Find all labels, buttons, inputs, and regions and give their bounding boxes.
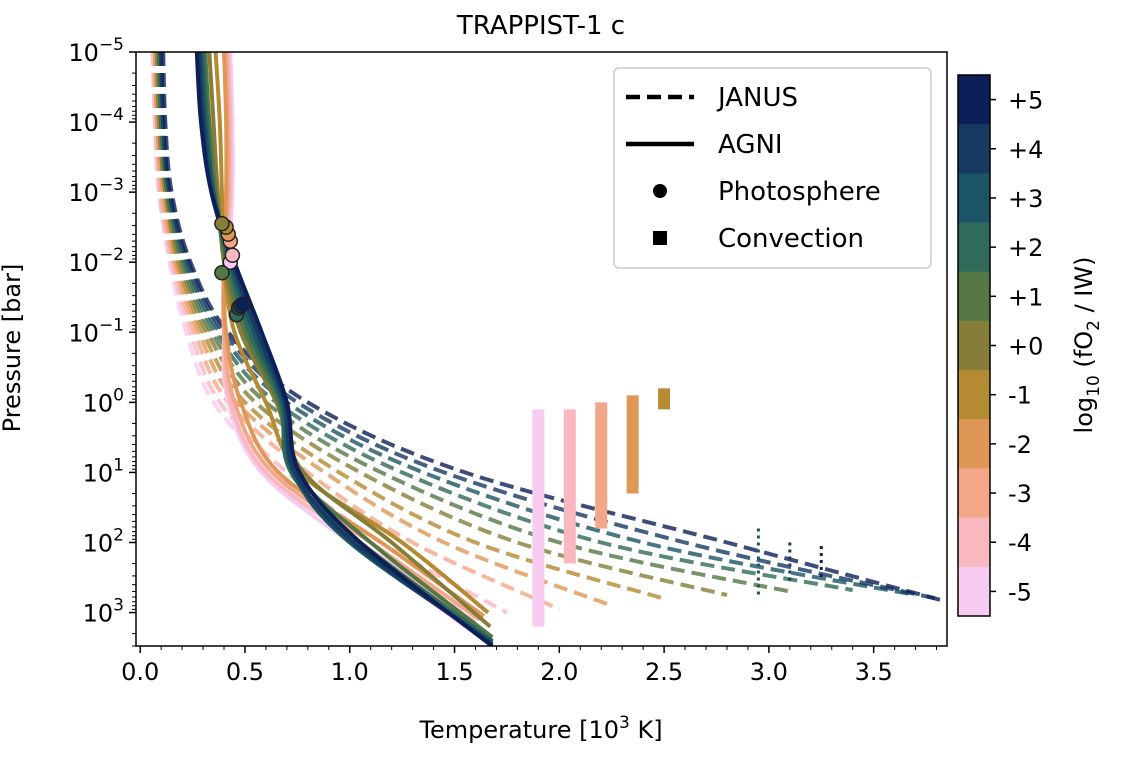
colorbar-frame: [957, 74, 991, 617]
x-axis: 0.0 0.5 1.0 1.5 2.0 2.5 3.0 3.5: [121, 646, 938, 686]
colorbar-segment: [958, 75, 990, 125]
colorbar-tick-label: +4: [1008, 136, 1043, 164]
colorbar-segment: [958, 566, 990, 617]
plot-area: [135, 51, 948, 647]
colorbar-label: log10 (fO2 / IW): [1070, 257, 1104, 434]
y-tick-label: 100: [83, 385, 124, 417]
agni-line-fo2-5: [194, 52, 494, 646]
x-tick-label: 3.0: [750, 658, 788, 686]
x-axis-title: Temperature [103 K]: [418, 713, 662, 744]
colorbar-segment: [958, 370, 990, 420]
y-axis-title: Pressure [bar]: [0, 264, 26, 433]
colorbar-tick-label: +0: [1008, 333, 1043, 361]
colorbar-segment: [958, 222, 990, 273]
colorbar-segment: [958, 124, 990, 174]
chart-title: TRAPPIST-1 c: [456, 11, 625, 41]
colorbar-segment: [958, 320, 990, 371]
colorbar: +5 +4 +3 +2 +1 +0 -1 -2 -3 -4 -5 log10 (fO2 / IW): [957, 74, 1104, 617]
y-tick-label: 102: [83, 525, 124, 557]
y-tick-label: 103: [83, 596, 124, 628]
x-tick-label: 0.0: [121, 658, 159, 686]
colorbar-segment: [958, 173, 990, 224]
colorbar-tick-label: -5: [1008, 578, 1032, 606]
y-tick-label: 10−2: [68, 245, 124, 277]
x-tick-label: 1.0: [331, 658, 369, 686]
legend-handle-circle: [653, 184, 667, 198]
x-tick-label: 2.0: [540, 658, 578, 686]
plot-content: [150, 52, 942, 646]
agni-line-fo2--1: [213, 52, 490, 615]
plot-frame: [135, 51, 948, 647]
janus-line-fo2-4: [159, 52, 937, 601]
photosphere-point-fo2-5: [235, 296, 251, 313]
y-tick-label: 101: [83, 455, 124, 487]
colorbar-tick-label: +2: [1008, 234, 1043, 262]
legend-label: JANUS: [716, 83, 798, 113]
agni-line-fo2--2: [221, 52, 486, 618]
colorbar-tick-label: -3: [1008, 480, 1032, 508]
colorbar-tick-label: -4: [1008, 529, 1032, 557]
colorbar-tick-label: +1: [1008, 283, 1043, 311]
x-tick-label: 2.5: [645, 658, 683, 686]
agni-line-fo2-3: [199, 52, 494, 644]
y-tick-label: 10−3: [68, 175, 124, 207]
x-tick-label: 1.5: [435, 658, 473, 686]
legend: JANUS AGNI Photosphere Convection: [613, 67, 932, 269]
janus-line-fo2--3: [152, 52, 561, 611]
colorbar-tick-label: +5: [1008, 87, 1043, 115]
janus-line-fo2-5: [161, 52, 942, 602]
agni-line-fo2-1: [203, 52, 494, 639]
y-axis: 10−5 10−4 10−3 10−2 10−1 100 101 102 103: [68, 35, 136, 647]
colorbar-segment: [958, 271, 990, 322]
photosphere-point-fo2--4: [224, 247, 241, 263]
legend-frame: [613, 67, 932, 269]
y-tick-label: 10−5: [68, 35, 124, 67]
legend-label: Convection: [718, 224, 864, 254]
x-tick-label: 0.5: [226, 658, 264, 686]
colorbar-segment: [958, 419, 990, 469]
colorbar-segment: [958, 468, 990, 519]
colorbar-tick-label: +3: [1008, 185, 1043, 213]
colorbar-tick-label: -1: [1008, 382, 1032, 410]
x-tick-label: 3.5: [855, 658, 893, 686]
photosphere-point-fo2-0: [214, 215, 230, 232]
photosphere-point-fo2-1: [214, 264, 230, 281]
legend-handle-square: [653, 231, 667, 245]
legend-label: AGNI: [718, 130, 783, 160]
agni-line-fo2-0: [207, 52, 492, 629]
y-tick-label: 10−4: [68, 105, 124, 137]
y-tick-label: 10−1: [68, 315, 124, 347]
colorbar-tick-label: -2: [1008, 431, 1032, 459]
colorbar-segment: [958, 517, 990, 568]
legend-label: Photosphere: [718, 177, 881, 207]
